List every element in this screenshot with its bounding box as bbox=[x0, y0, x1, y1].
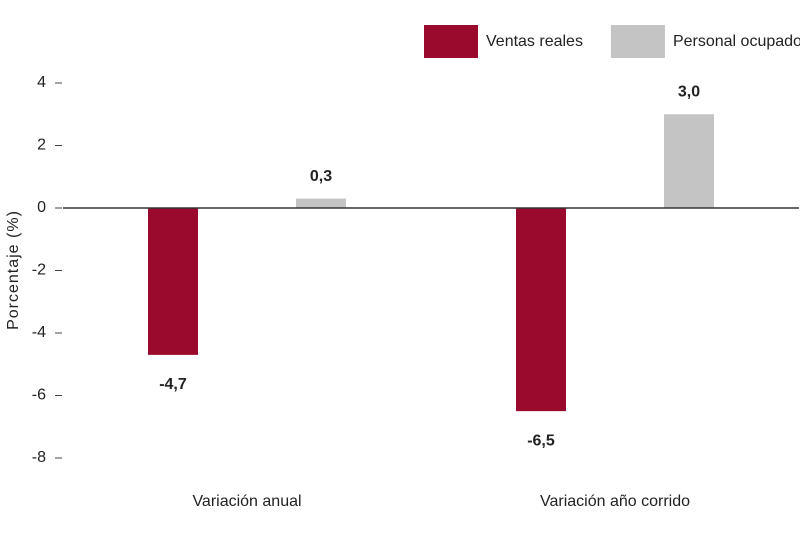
value-label: 3,0 bbox=[678, 83, 700, 100]
y-tick-label: 4 bbox=[37, 74, 46, 91]
legend-label: Ventas reales bbox=[486, 33, 583, 50]
y-tick-label: -8 bbox=[32, 449, 46, 466]
value-label: 0,3 bbox=[310, 168, 332, 185]
y-tick-label: -4 bbox=[32, 324, 46, 341]
bar bbox=[664, 114, 714, 208]
legend-swatch bbox=[424, 25, 478, 58]
legend-swatch bbox=[610, 25, 665, 58]
bar bbox=[148, 208, 198, 355]
value-label: -4,7 bbox=[159, 376, 187, 393]
x-tick-label: Variación anual bbox=[192, 493, 301, 510]
y-tick-label: -2 bbox=[32, 262, 46, 279]
y-axis-label: Porcentaje (%) bbox=[5, 210, 22, 330]
value-label: -6,5 bbox=[527, 432, 555, 449]
y-tick-label: 0 bbox=[37, 199, 46, 216]
bar bbox=[296, 198, 346, 208]
y-tick-label: 2 bbox=[37, 137, 46, 154]
y-tick-label: -6 bbox=[32, 387, 46, 404]
legend-label: Personal ocupado bbox=[673, 33, 800, 50]
x-tick-label: Variación año corrido bbox=[540, 493, 690, 510]
bar bbox=[516, 208, 566, 412]
